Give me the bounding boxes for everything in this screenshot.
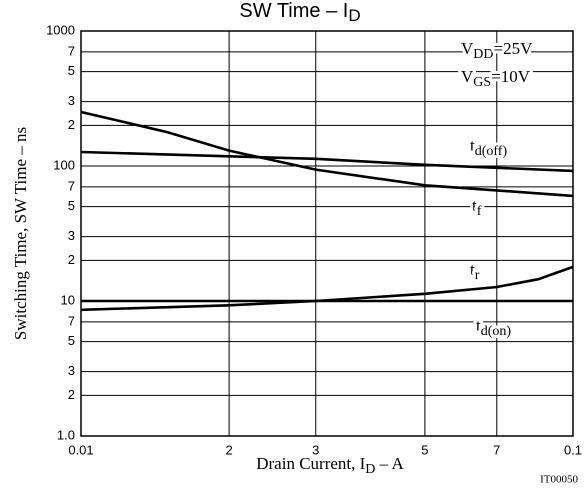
y-tick-label: 5 xyxy=(68,198,75,213)
annotation-part: V xyxy=(461,39,474,58)
y-axis-label: Switching Time, SW Time – ns xyxy=(11,127,30,340)
x-tick-label: 7 xyxy=(493,442,500,457)
plot-frame xyxy=(80,30,574,437)
series-label-part: d(on) xyxy=(481,324,512,339)
y-tick-label: 2 xyxy=(68,252,75,267)
x-tick-label: 3 xyxy=(312,442,319,457)
x-tick-label: 0.1 xyxy=(564,442,582,457)
x-tick-label: 2 xyxy=(225,442,232,457)
y-tick-label: 3 xyxy=(68,228,75,243)
annotation-part: =10V xyxy=(491,67,531,86)
y-tick-label: 3 xyxy=(68,363,75,378)
annotation: VDD=25V xyxy=(461,39,533,62)
x-axis-label-part: – A xyxy=(375,454,404,473)
line-series xyxy=(80,150,574,173)
y-tick-label: 1.0 xyxy=(57,427,75,442)
x-axis-label: Drain Current, ID – A xyxy=(256,454,404,477)
annotation-part: DD xyxy=(473,47,493,62)
x-axis-label-part: Drain Current, I xyxy=(256,454,365,473)
x-tick-label: 0.01 xyxy=(68,442,93,457)
series-label-part: t xyxy=(470,260,475,279)
y-tick-label: 7 xyxy=(68,178,75,193)
y-tick-label: 100 xyxy=(53,157,75,172)
series-label: td(on) xyxy=(476,316,511,339)
y-tick-label: 5 xyxy=(68,333,75,348)
y-tick-label: 3 xyxy=(68,93,75,108)
annotation-part: =25V xyxy=(494,39,534,58)
y-tick-label: 2 xyxy=(68,117,75,132)
annotation: VGS=10V xyxy=(461,67,531,90)
series-label: tr xyxy=(470,260,480,283)
series-label-part: r xyxy=(475,268,480,283)
series-label-part: d(off) xyxy=(475,144,508,159)
series-label: td(off) xyxy=(470,136,507,159)
line-series xyxy=(80,265,574,312)
y-tick-label: 5 xyxy=(68,63,75,78)
series-label: tf xyxy=(472,196,482,219)
chart-title-part: D xyxy=(348,6,360,25)
y-tick-label: 2 xyxy=(68,387,75,402)
figure-code: IT00050 xyxy=(540,474,578,486)
series-label-part: f xyxy=(477,204,482,219)
y-tick-label: 7 xyxy=(68,313,75,328)
chart-title: SW Time – ID xyxy=(239,0,360,25)
annotation-part: V xyxy=(461,67,474,86)
y-tick-label: 10 xyxy=(61,292,75,307)
series-label-part: t xyxy=(470,136,475,155)
x-axis-label-part: D xyxy=(365,462,375,477)
y-tick-label: 7 xyxy=(68,43,75,58)
series-label-part: t xyxy=(476,316,481,335)
annotation-part: GS xyxy=(473,75,491,90)
chart-title-part: SW Time – I xyxy=(239,0,348,22)
line-series xyxy=(80,110,574,198)
series-label-part: t xyxy=(472,196,477,215)
y-tick-label: 1000 xyxy=(46,22,75,37)
x-tick-label: 5 xyxy=(421,442,428,457)
